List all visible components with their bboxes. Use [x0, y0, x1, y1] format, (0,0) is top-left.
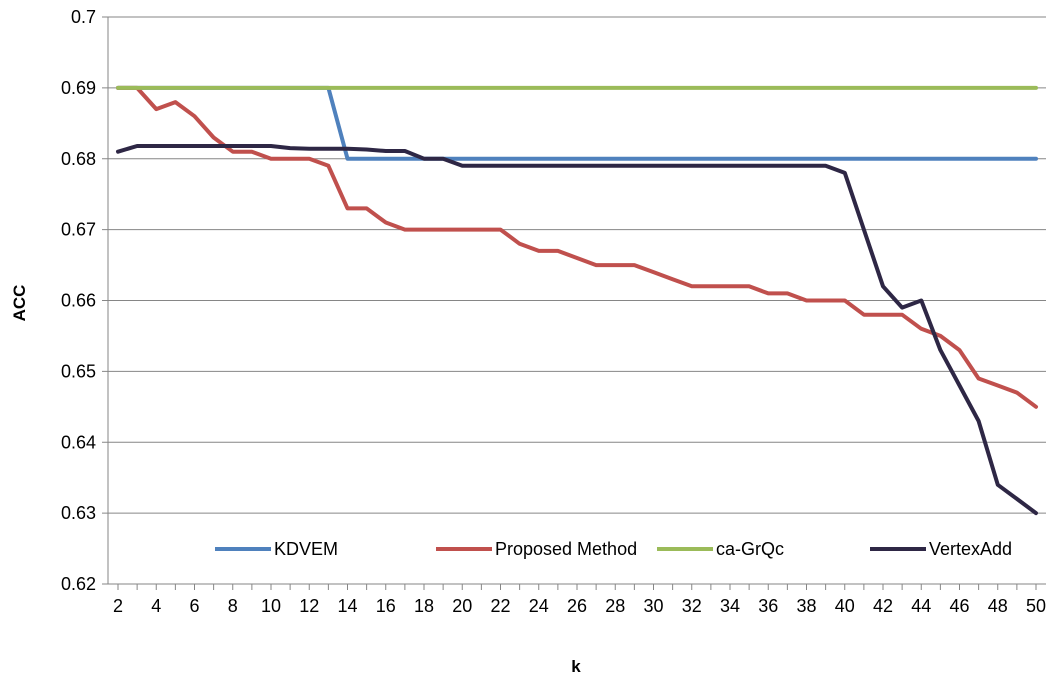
y-tick-label: 0.68 [61, 149, 96, 169]
x-tick-label: 18 [414, 596, 434, 616]
legend-label-proposed-method: Proposed Method [495, 539, 637, 559]
x-tick-label: 30 [643, 596, 663, 616]
x-tick-label: 20 [452, 596, 472, 616]
x-tick-label: 4 [151, 596, 161, 616]
y-tick-label: 0.64 [61, 432, 96, 452]
x-tick-label: 14 [337, 596, 357, 616]
y-tick-label: 0.69 [61, 78, 96, 98]
legend-label-vertexadd: VertexAdd [929, 539, 1012, 559]
x-tick-label: 12 [299, 596, 319, 616]
x-tick-label: 2 [113, 596, 123, 616]
x-tick-label: 40 [835, 596, 855, 616]
legend: KDVEM Proposed Method ca-GrQc VertexAdd [215, 539, 1012, 559]
legend-label-ca-grqc: ca-GrQc [716, 539, 784, 559]
x-tick-label: 36 [758, 596, 778, 616]
x-tick-label: 42 [873, 596, 893, 616]
series-line-vertexadd [116, 144, 1038, 516]
series-line-kdvem [116, 85, 1038, 161]
x-tick-label: 16 [376, 596, 396, 616]
x-tick-label: 28 [605, 596, 625, 616]
x-tick-label: 24 [529, 596, 549, 616]
y-tick-label: 0.67 [61, 220, 96, 240]
y-tick-label: 0.62 [61, 574, 96, 594]
x-tick-label: 32 [682, 596, 702, 616]
gridlines [108, 16, 1046, 514]
x-tick-label: 26 [567, 596, 587, 616]
series-lines [116, 85, 1038, 516]
y-tick-label: 0.65 [61, 361, 96, 381]
x-tick-label: 6 [189, 596, 199, 616]
x-tick-label: 44 [911, 596, 931, 616]
y-tick-label: 0.63 [61, 503, 96, 523]
x-tick-label: 10 [261, 596, 281, 616]
y-tick-label: 0.7 [71, 7, 96, 27]
y-tick-label: 0.66 [61, 291, 96, 311]
x-tick-label: 50 [1026, 596, 1046, 616]
axes: 0.620.630.640.650.660.670.680.690.72 4 6 8 1… [61, 7, 1046, 616]
series-line-proposed-method [116, 85, 1038, 409]
x-tick-label: 22 [490, 596, 510, 616]
x-tick-label: 8 [228, 596, 238, 616]
y-axis-title: ACC [10, 285, 29, 322]
x-axis-title: k [571, 657, 581, 676]
x-tick-label: 48 [988, 596, 1008, 616]
legend-label-kdvem: KDVEM [274, 539, 338, 559]
x-tick-label: 34 [720, 596, 740, 616]
x-tick-label: 46 [949, 596, 969, 616]
x-tick-label: 38 [796, 596, 816, 616]
